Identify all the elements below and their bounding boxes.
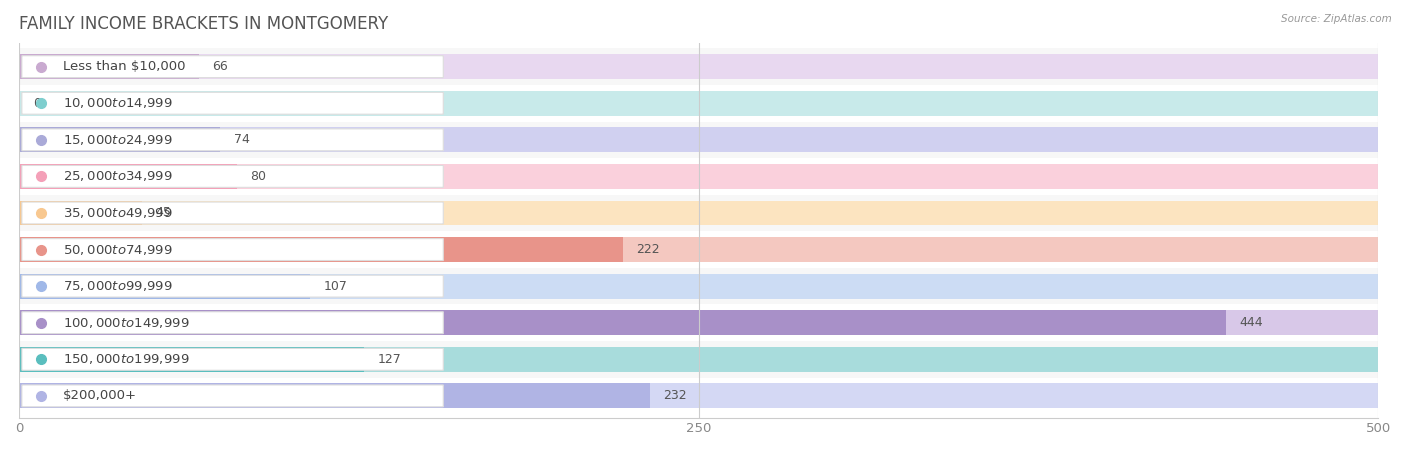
Bar — [20, 127, 1378, 152]
Bar — [20, 54, 1378, 79]
Text: Less than $10,000: Less than $10,000 — [63, 60, 186, 73]
Bar — [20, 274, 311, 299]
Text: 80: 80 — [250, 170, 266, 183]
Text: $75,000 to $99,999: $75,000 to $99,999 — [63, 279, 173, 293]
Text: Source: ZipAtlas.com: Source: ZipAtlas.com — [1281, 14, 1392, 23]
Text: $150,000 to $199,999: $150,000 to $199,999 — [63, 352, 190, 366]
Bar — [20, 164, 1378, 189]
FancyBboxPatch shape — [22, 56, 443, 77]
FancyBboxPatch shape — [22, 92, 443, 114]
Bar — [20, 310, 1378, 335]
Text: $35,000 to $49,999: $35,000 to $49,999 — [63, 206, 173, 220]
Bar — [20, 91, 1378, 116]
Bar — [20, 347, 1378, 372]
Text: $25,000 to $34,999: $25,000 to $34,999 — [63, 169, 173, 184]
Bar — [20, 85, 1378, 122]
Bar — [20, 201, 1378, 225]
Text: 0: 0 — [32, 97, 41, 110]
Text: 74: 74 — [233, 133, 250, 146]
FancyBboxPatch shape — [22, 129, 443, 151]
FancyBboxPatch shape — [22, 385, 443, 407]
Bar — [20, 237, 1378, 262]
FancyBboxPatch shape — [22, 238, 443, 261]
Bar — [20, 158, 1378, 195]
Text: $200,000+: $200,000+ — [63, 389, 136, 402]
Bar — [20, 347, 364, 372]
Bar — [20, 237, 623, 262]
Bar — [20, 231, 1378, 268]
Text: 232: 232 — [664, 389, 688, 402]
Text: 107: 107 — [323, 279, 347, 292]
Text: FAMILY INCOME BRACKETS IN MONTGOMERY: FAMILY INCOME BRACKETS IN MONTGOMERY — [20, 15, 388, 33]
FancyBboxPatch shape — [22, 275, 443, 297]
Bar — [20, 378, 1378, 414]
Bar — [20, 164, 236, 189]
Text: $100,000 to $149,999: $100,000 to $149,999 — [63, 316, 190, 330]
Bar — [20, 274, 1378, 299]
FancyBboxPatch shape — [22, 348, 443, 370]
Bar — [20, 268, 1378, 305]
Bar — [20, 305, 1378, 341]
Bar — [20, 49, 1378, 85]
Bar — [20, 122, 1378, 158]
FancyBboxPatch shape — [22, 202, 443, 224]
Text: $50,000 to $74,999: $50,000 to $74,999 — [63, 243, 173, 256]
Text: 66: 66 — [212, 60, 228, 73]
Bar — [20, 383, 1378, 408]
Text: $10,000 to $14,999: $10,000 to $14,999 — [63, 96, 173, 110]
Text: 127: 127 — [378, 353, 402, 366]
FancyBboxPatch shape — [22, 312, 443, 333]
Text: $15,000 to $24,999: $15,000 to $24,999 — [63, 133, 173, 147]
Bar — [20, 201, 142, 225]
Bar — [20, 127, 221, 152]
Text: 45: 45 — [155, 207, 172, 220]
Bar — [20, 341, 1378, 378]
Bar — [20, 195, 1378, 231]
Bar — [20, 54, 198, 79]
Text: 222: 222 — [637, 243, 659, 256]
Bar — [20, 383, 650, 408]
Bar — [20, 310, 1226, 335]
FancyBboxPatch shape — [22, 166, 443, 187]
Text: 444: 444 — [1240, 316, 1264, 329]
